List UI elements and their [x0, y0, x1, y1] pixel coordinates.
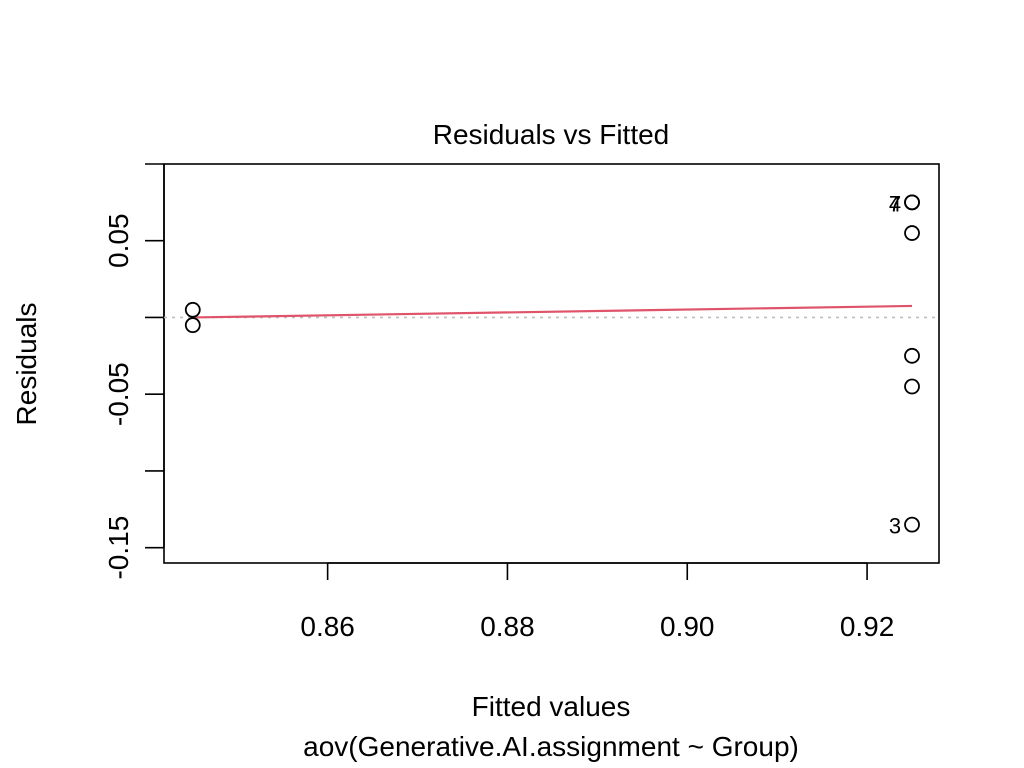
- points-layer: [184, 194, 920, 533]
- point-label: 4: [889, 191, 901, 216]
- y-tick-label: 0.05: [103, 213, 134, 268]
- smooth-line: [192, 304, 913, 319]
- x-axis-label: Fitted values: [472, 691, 631, 722]
- y-axis: -0.15 -0.05 0.05: [103, 163, 165, 580]
- chart-title: Residuals vs Fitted: [433, 119, 670, 150]
- x-tick-label: 0.88: [480, 611, 535, 642]
- smooth-layer: [192, 304, 913, 319]
- plot-frame: [163, 163, 940, 564]
- residual-point: [904, 194, 920, 211]
- point-labels-layer: 74 3: [889, 191, 901, 538]
- point-label: 3: [889, 514, 901, 539]
- x-axis: 0.86 0.88 0.90 0.92: [300, 562, 895, 642]
- x-tick-label: 0.86: [300, 611, 355, 642]
- residual-point: [904, 347, 920, 364]
- x-tick-label: 0.92: [840, 611, 895, 642]
- residual-point: [184, 301, 201, 318]
- y-tick-label: -0.05: [103, 362, 134, 426]
- point-label: 7: [889, 191, 901, 216]
- residual-point: [904, 225, 920, 241]
- y-tick-label: -0.15: [103, 516, 134, 580]
- chart-subtitle: aov(Generative.AI.assignment ~ Group): [303, 731, 799, 762]
- residual-point: [904, 378, 920, 395]
- y-axis-label: Residuals: [11, 303, 42, 426]
- residual-point: [184, 317, 201, 334]
- x-tick-label: 0.90: [660, 611, 715, 642]
- residual-point: [904, 516, 920, 533]
